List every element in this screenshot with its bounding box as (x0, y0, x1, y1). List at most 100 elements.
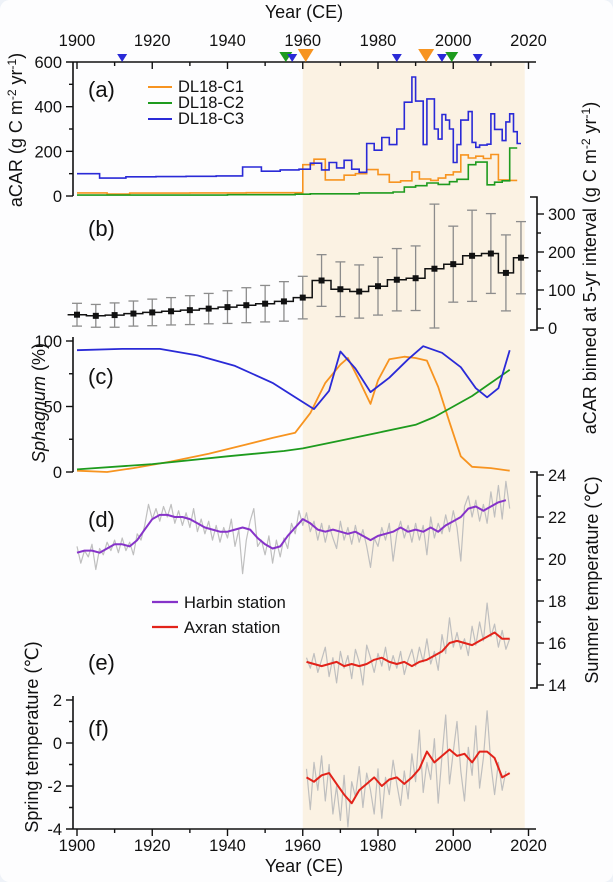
label-part: ) (6, 53, 26, 59)
label-part: yr (6, 69, 26, 89)
binned-acar-marker (487, 250, 494, 257)
panel-c-y-axis-title: Sphagnum (%) (29, 343, 49, 463)
spring-smoothed-line (306, 748, 511, 805)
top-axis-tick-label: 2000 (435, 32, 472, 50)
label-sup: -2 (5, 89, 19, 100)
top-axis-tick-label: 1960 (284, 32, 321, 50)
top-axis-tick-label: 2020 (510, 32, 547, 50)
binned-acar-marker (186, 307, 193, 314)
label-sup: -2 (579, 138, 593, 149)
core-event-marker-dl18-c1 (418, 49, 435, 62)
binned-acar-marker (502, 269, 509, 276)
axran-annual-line (305, 602, 511, 686)
panel-label-d: (d) (88, 507, 115, 532)
core-event-marker-dl18-c3 (436, 54, 447, 62)
panel-label-b: (b) (88, 216, 115, 241)
binned-acar-marker (262, 300, 269, 307)
binned-acar-marker (149, 309, 156, 316)
binned-acar-marker (337, 286, 344, 293)
binned-acar-marker (205, 305, 212, 312)
top-axis-tick-label: 1980 (360, 32, 397, 50)
legend-label-dl18-c2: DL18-C2 (178, 94, 244, 112)
panel-b-tick-label: 100 (548, 282, 576, 300)
label-sup: -1 (579, 107, 593, 118)
panel-label-c: (c) (88, 364, 114, 389)
spring-axis-tick-label: -2 (47, 778, 62, 796)
binned-acar-marker (356, 288, 363, 295)
core-event-marker-dl18-c1 (297, 49, 314, 62)
bottom-axis-tick-label: 2000 (435, 837, 472, 855)
panel-label-a: (a) (88, 77, 115, 102)
binned-acar-marker (243, 302, 250, 309)
top-axis-title: Year (CE) (265, 2, 343, 22)
panel-b-y-axis-title: aCAR binned at 5-yr interval (g C m-2 yr… (579, 102, 600, 434)
binned-acar-marker (168, 308, 175, 315)
panel-c-tick-label: 0 (53, 464, 62, 482)
binned-acar-marker (412, 275, 419, 282)
panel-c-tick-label: 100 (34, 333, 62, 351)
top-axis-tick-label: 1920 (134, 32, 171, 50)
core-event-marker-dl18-c3 (391, 54, 402, 62)
panel-b-tick-label: 0 (548, 320, 557, 338)
core-event-marker-dl18-c3 (472, 54, 483, 62)
bottom-axis-tick-label: 1940 (209, 837, 246, 855)
summer-temperature-axis-title: Summer temperature (℃) (582, 476, 602, 683)
panel-label-f: (f) (88, 716, 109, 741)
legend-label-dl18-c3: DL18-C3 (178, 110, 244, 128)
axran-smoothed-line (306, 631, 510, 668)
label-part: aCAR (g C m (6, 100, 26, 207)
summer-axis-tick-label: 24 (548, 467, 566, 485)
spring-axis-tick-label: -4 (47, 821, 62, 839)
summer-axis-tick-label: 18 (548, 593, 566, 611)
bottom-axis-tick-label: 1980 (360, 837, 397, 855)
panel-a-y-axis-title: aCAR (g C m-2 yr-1) (5, 53, 26, 207)
panel-c-tick-label: 50 (44, 399, 62, 417)
binned-acar-marker (224, 304, 231, 311)
binned-acar-marker (517, 254, 524, 261)
spring-axis-tick-label: 0 (53, 735, 62, 753)
binned-acar-marker (450, 261, 457, 268)
bottom-axis-tick-label: 2020 (510, 837, 547, 855)
binned-acar-marker (469, 252, 476, 259)
summer-axis-tick-label: 22 (548, 509, 566, 527)
binned-acar-marker (74, 311, 80, 318)
label-part: ) (580, 102, 600, 108)
spring-annual-line (305, 710, 507, 828)
label-part: aCAR binned at 5-yr interval (g C m (580, 149, 600, 434)
acar-step-line-dl18-c1 (77, 153, 518, 195)
panel-label-e: (e) (88, 650, 115, 675)
bottom-axis-tick-label: 1920 (134, 837, 171, 855)
legend-label-axran-station: Axran station (184, 619, 280, 637)
label-italic: Sphagnum (29, 376, 49, 463)
binned-acar-marker (431, 265, 438, 272)
bottom-axis-tick-label: 1960 (284, 837, 321, 855)
station-legend: Harbin station Axran station (152, 594, 286, 637)
binned-acar-marker (111, 312, 118, 319)
label-part: (%) (29, 343, 49, 376)
sphagnum-line-dl18-c1 (76, 355, 510, 473)
panel-a-tick-label: 400 (34, 99, 62, 117)
label-sup: -1 (5, 58, 19, 69)
binned-acar-marker (318, 277, 325, 284)
harbin-smoothed-line (76, 499, 507, 554)
legend-label-harbin-station: Harbin station (184, 594, 286, 612)
panel-a-tick-label: 600 (34, 54, 62, 72)
binned-acar-marker (299, 294, 306, 301)
binned-acar-marker (280, 298, 287, 305)
legend-label-dl18-c1: DL18-C1 (178, 78, 244, 96)
label-part: yr (580, 118, 600, 138)
panel-a-legend: DL18-C1 DL18-C2 DL18-C3 (148, 78, 244, 128)
summer-axis-tick-label: 16 (548, 635, 566, 653)
acar-step-line-dl18-c2 (77, 147, 518, 196)
sphagnum-line-dl18-c2 (76, 369, 511, 471)
top-axis-tick-label: 1900 (59, 32, 96, 50)
sphagnum-line-dl18-c3 (76, 345, 511, 410)
bottom-axis-tick-label: 1900 (59, 837, 96, 855)
spring-temperature-axis-title: Spring temperature (℃) (22, 641, 42, 832)
summer-axis-tick-label: 20 (548, 551, 566, 569)
post-1960-shaded-region (302, 63, 525, 829)
binned-acar-marker (92, 312, 99, 319)
